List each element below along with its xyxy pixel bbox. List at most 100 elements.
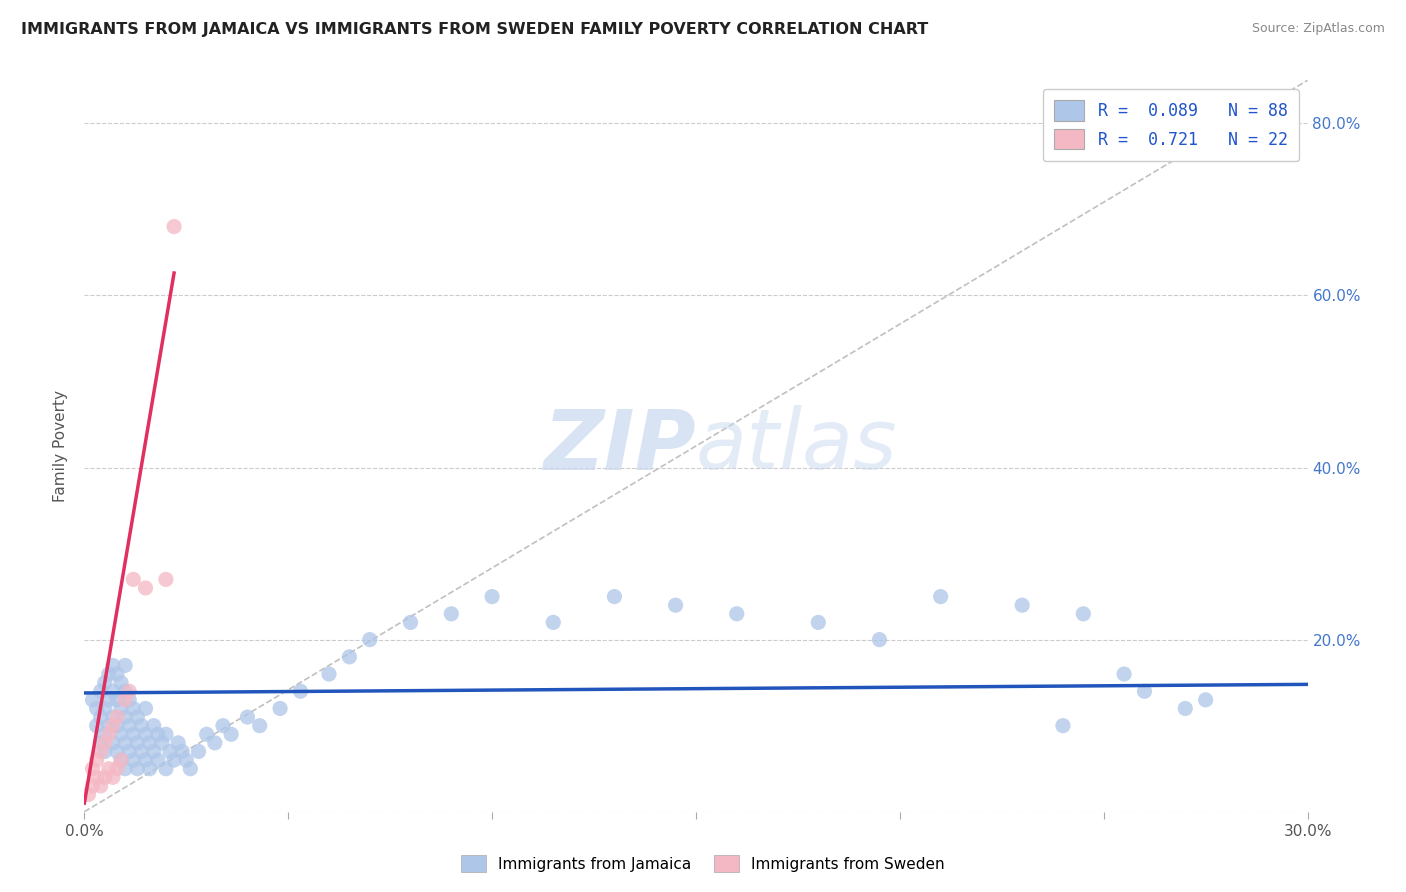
Text: Source: ZipAtlas.com: Source: ZipAtlas.com [1251,22,1385,36]
Y-axis label: Family Poverty: Family Poverty [53,390,69,502]
Point [249,719,271,733]
Point [101,710,124,724]
Point [135,701,157,715]
Point [131,744,153,758]
Point [807,615,830,630]
Point [174,753,197,767]
Point [114,762,136,776]
Point [77,788,100,802]
Point [110,675,132,690]
Point [167,736,190,750]
Point [86,701,108,715]
Point [142,744,165,758]
Point [665,598,688,612]
Point [82,693,104,707]
Point [82,762,104,776]
Text: IMMIGRANTS FROM JAMAICA VS IMMIGRANTS FROM SWEDEN FAMILY POVERTY CORRELATION CHA: IMMIGRANTS FROM JAMAICA VS IMMIGRANTS FR… [21,22,928,37]
Point [93,744,115,758]
Point [212,719,235,733]
Point [1052,719,1074,733]
Point [82,779,104,793]
Point [110,701,132,715]
Point [118,744,141,758]
Point [97,693,120,707]
Point [110,753,132,767]
Point [105,710,128,724]
Point [1011,598,1033,612]
Point [138,762,160,776]
Point [101,719,124,733]
Point [155,573,177,587]
Point [97,719,120,733]
Point [399,615,422,630]
Point [86,770,108,784]
Point [105,762,128,776]
Point [204,736,226,750]
Point [159,744,181,758]
Point [114,736,136,750]
Point [86,719,108,733]
Point [93,736,115,750]
Point [114,693,136,707]
Point [163,753,186,767]
Point [150,736,173,750]
Point [138,736,160,750]
Point [105,744,128,758]
Point [93,701,115,715]
Point [290,684,312,698]
Point [101,770,124,784]
Point [93,727,115,741]
Point [110,753,132,767]
Point [1174,701,1197,715]
Point [725,607,748,621]
Point [127,736,149,750]
Point [142,719,165,733]
Point [90,736,112,750]
Point [101,658,124,673]
Point [1073,607,1095,621]
Point [101,736,124,750]
Point [172,744,194,758]
Point [163,219,186,234]
Point [269,701,291,715]
Point [118,684,141,698]
Point [146,727,169,741]
Point [93,675,115,690]
Point [86,753,108,767]
Point [93,770,115,784]
Point [195,727,218,741]
Point [146,753,169,767]
Point [97,727,120,741]
Point [114,658,136,673]
Legend: Immigrants from Jamaica, Immigrants from Sweden: Immigrants from Jamaica, Immigrants from… [454,847,952,880]
Point [90,744,112,758]
Point [339,649,361,664]
Point [122,753,145,767]
Point [105,667,128,681]
Point [481,590,503,604]
Point [219,727,242,741]
Point [122,701,145,715]
Point [114,684,136,698]
Point [318,667,340,681]
Point [110,727,132,741]
Point [155,727,177,741]
Point [90,684,112,698]
Point [122,573,145,587]
Text: ZIP: ZIP [543,406,696,486]
Point [135,581,157,595]
Point [122,727,145,741]
Point [97,762,120,776]
Point [1114,667,1136,681]
Point [440,607,463,621]
Point [135,727,157,741]
Point [179,762,201,776]
Point [359,632,381,647]
Point [127,710,149,724]
Point [127,762,149,776]
Point [187,744,209,758]
Point [90,779,112,793]
Point [1133,684,1156,698]
Point [97,667,120,681]
Point [118,693,141,707]
